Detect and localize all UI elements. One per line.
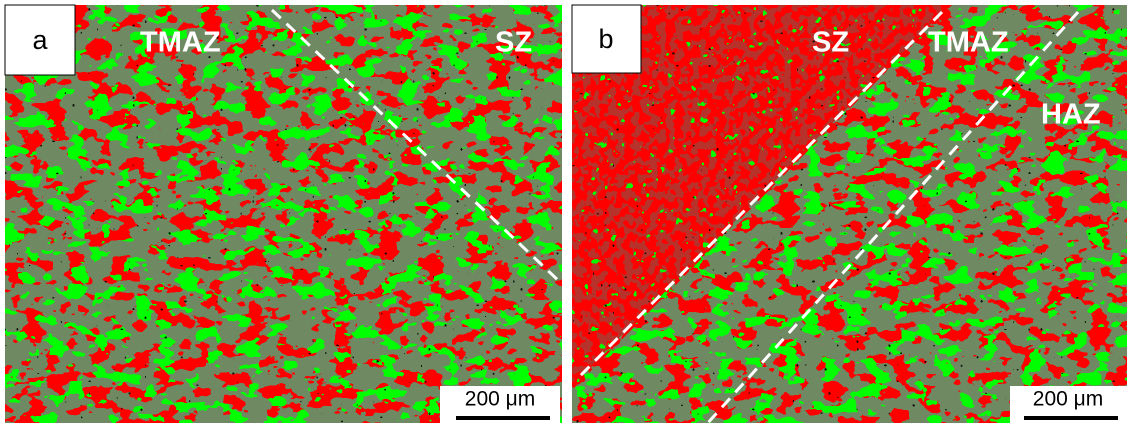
pore-texture [5,5,562,423]
zone-label: TMAZ [140,27,221,59]
micrograph-b [572,5,1127,425]
scale-bar-label: 200 μm [1033,388,1103,411]
zone-label: SZ [495,27,532,59]
zone-label: TMAZ [928,27,1009,59]
panel-label: b [598,24,613,54]
micrograph-a [5,5,562,423]
figure: a TMAZ SZ 200 μm b SZ TMAZ HAZ 200 μm [0,0,1129,425]
page: {"panels": [ {"label": "a", "zones": ["T… [0,0,1129,425]
zone-label: SZ [812,27,849,59]
scale-bar [456,416,550,420]
zone-label: HAZ [1041,99,1101,131]
scale-bar-label: 200 μm [465,388,535,411]
pore-texture [572,5,1127,423]
panel-label: a [32,25,48,55]
scale-bar [1024,416,1118,420]
